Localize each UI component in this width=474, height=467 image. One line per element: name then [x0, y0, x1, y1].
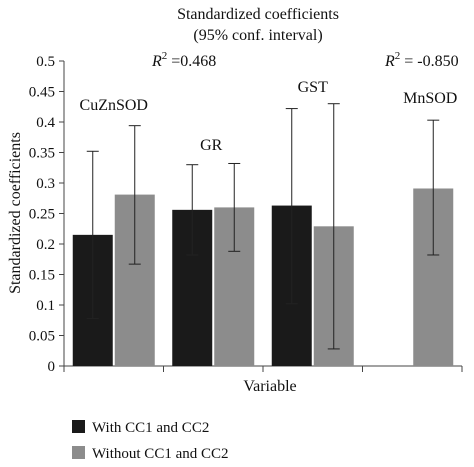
- legend-label-without: Without CC1 and CC2: [92, 446, 229, 462]
- r2-annotation-1: R2 =0.468: [151, 50, 216, 70]
- r2-annotation-1-sup: 2: [162, 50, 168, 62]
- chart-subtitle: (95% conf. interval): [193, 27, 322, 44]
- category-label-cuznsod: CuZnSOD: [80, 97, 148, 114]
- legend-swatch-without: [72, 446, 85, 459]
- y-tick-label: 0.45: [29, 85, 55, 101]
- y-tick-label: 0.5: [36, 54, 55, 70]
- legend: With CC1 and CC2 Without CC1 and CC2: [72, 420, 229, 462]
- y-tick-label: 0.3: [36, 176, 55, 192]
- r2-annotation-1-text: =0.468: [167, 53, 216, 70]
- y-tick-label: 0.35: [29, 146, 55, 162]
- y-axis-title: Standardized coefficients: [7, 132, 24, 294]
- y-tick-label: 0.1: [36, 298, 55, 314]
- plot-area: CuZnSOD GR GST MnSOD: [63, 79, 463, 372]
- y-tick-label: 0: [48, 359, 56, 375]
- y-axis-ticks: 0 0.05 0.1 0.15 0.2 0.25 0.3 0.35 0.4 0.45 0.5: [29, 54, 65, 375]
- chart-title: Standardized coefficients: [177, 6, 339, 23]
- x-axis-title: Variable: [243, 378, 296, 395]
- y-tick-label: 0.15: [29, 268, 55, 284]
- legend-label-with: With CC1 and CC2: [92, 420, 209, 436]
- y-tick-label: 0.25: [29, 207, 55, 223]
- r2-annotation-2-text: = -0.850: [400, 53, 458, 70]
- category-label-mnsod: MnSOD: [403, 90, 457, 107]
- y-tick-label: 0.05: [29, 329, 55, 345]
- legend-swatch-with: [72, 420, 85, 433]
- r2-annotation-2-sup: 2: [395, 50, 401, 62]
- y-tick-label: 0.4: [36, 115, 55, 131]
- category-label-gr: GR: [200, 137, 223, 154]
- r2-annotation-1-prefix: R: [151, 53, 162, 70]
- r2-annotation-2: R2 = -0.850: [384, 50, 459, 70]
- r2-annotation-2-prefix: R: [384, 53, 395, 70]
- category-label-gst: GST: [298, 79, 328, 96]
- y-tick-label: 0.2: [36, 237, 55, 253]
